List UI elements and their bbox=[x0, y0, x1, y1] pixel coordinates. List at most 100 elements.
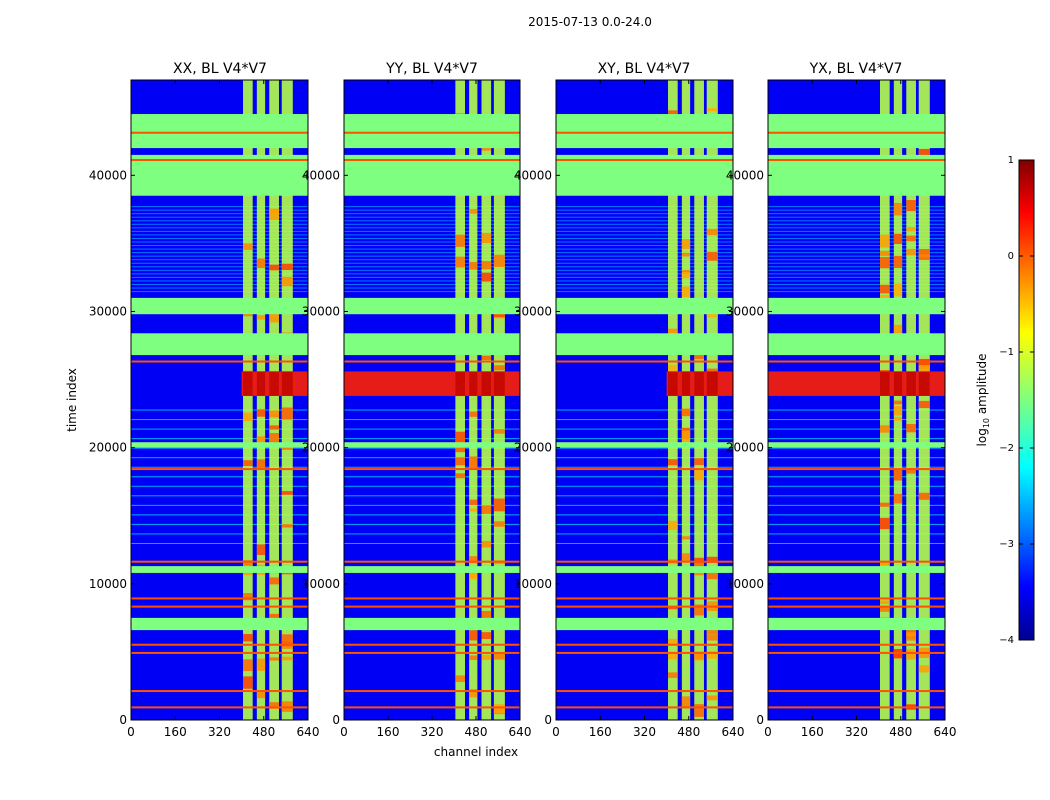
heatmap-row bbox=[556, 280, 733, 282]
rfi-blotch bbox=[906, 467, 916, 474]
heatmap-row bbox=[556, 206, 733, 208]
panel-yy: YY, BL V4*V7 0 160 320 480 640 0 10000 20000 300… bbox=[302, 61, 532, 739]
rfi-column bbox=[469, 80, 478, 720]
rfi-blotch bbox=[893, 417, 903, 421]
heatmap-row bbox=[556, 514, 733, 516]
heatmap-row bbox=[344, 523, 520, 525]
axis-ticks: 0 160 320 480 640 0 10000 20000 30000 40000 bbox=[302, 80, 531, 739]
flagged-band bbox=[768, 333, 945, 356]
rfi-blotch bbox=[481, 540, 492, 548]
rfi-column bbox=[681, 80, 691, 720]
rfi-blotch bbox=[493, 365, 505, 371]
heatmap-row bbox=[344, 504, 520, 506]
flagged-band bbox=[131, 333, 308, 356]
heatmap-row bbox=[556, 234, 733, 236]
heatmap-row bbox=[768, 241, 945, 243]
heatmap-row bbox=[131, 241, 308, 243]
heatmap-row bbox=[344, 213, 520, 215]
heatmap-row bbox=[131, 495, 308, 497]
heatmap-row bbox=[768, 514, 945, 516]
heatmap-row bbox=[556, 523, 733, 525]
x-tick-label: 480 bbox=[465, 725, 488, 739]
heatmap-row bbox=[344, 216, 520, 218]
flagged-band bbox=[768, 154, 945, 196]
flagged-band bbox=[131, 617, 308, 631]
heatmap-row bbox=[768, 542, 945, 544]
heatmap-row bbox=[131, 428, 308, 430]
rfi-blotch bbox=[493, 704, 505, 714]
rfi-blotch bbox=[706, 556, 718, 563]
flag-line bbox=[556, 158, 733, 161]
rfi-blotch bbox=[469, 499, 478, 505]
rfi-blotch bbox=[706, 108, 718, 112]
heatmap-row bbox=[131, 259, 308, 261]
heatmap-row bbox=[556, 273, 733, 275]
rfi-blotch bbox=[906, 248, 916, 256]
heatmap-row bbox=[344, 227, 520, 229]
rfi-blotch bbox=[469, 630, 478, 641]
heatmap-area bbox=[556, 80, 733, 720]
heatmap-row bbox=[131, 255, 308, 257]
x-tick-label: 320 bbox=[633, 725, 656, 739]
rfi-blotch bbox=[481, 632, 492, 640]
heatmap-row bbox=[131, 291, 308, 293]
heatmap-row bbox=[556, 409, 733, 411]
heatmap-row bbox=[556, 276, 733, 278]
heatmap-row bbox=[556, 542, 733, 544]
flag-line bbox=[768, 651, 945, 654]
rfi-blotch bbox=[706, 251, 718, 261]
rfi-blotch bbox=[918, 665, 930, 673]
rfi-blotch bbox=[493, 498, 505, 512]
heatmap-row bbox=[344, 206, 520, 208]
x-tick-label: 480 bbox=[677, 725, 700, 739]
colorbar: −4 −3 −2 −1 0 1 log10 amplitude bbox=[975, 155, 1035, 646]
rfi-blotch bbox=[694, 557, 704, 564]
rfi-blotch bbox=[243, 593, 253, 601]
rfi-column bbox=[694, 80, 704, 720]
heatmap-row bbox=[344, 514, 520, 516]
heatmap-row bbox=[556, 457, 733, 459]
rfi-column bbox=[243, 80, 253, 720]
rfi-blotch bbox=[681, 239, 691, 249]
flagged-band bbox=[556, 297, 733, 315]
x-tick-label: 640 bbox=[934, 725, 957, 739]
flagged-band bbox=[131, 566, 308, 573]
heatmap-row bbox=[556, 245, 733, 247]
x-tick-label: 0 bbox=[340, 725, 348, 739]
y-tick-label: 30000 bbox=[89, 304, 127, 318]
flagged-band bbox=[344, 566, 520, 573]
colorbar-label: log10 amplitude bbox=[975, 354, 991, 447]
heatmap-row bbox=[344, 466, 520, 468]
flag-line bbox=[344, 690, 520, 693]
flagged-band bbox=[131, 154, 308, 196]
heatmap-row bbox=[344, 291, 520, 293]
heatmap-row bbox=[768, 266, 945, 268]
rfi-blotch bbox=[668, 652, 678, 660]
flag-line bbox=[131, 605, 308, 608]
rfi-blotch bbox=[681, 272, 691, 279]
intense-cell bbox=[281, 371, 293, 396]
heatmap-row bbox=[768, 419, 945, 421]
flagged-band bbox=[556, 114, 733, 149]
rfi-blotch bbox=[269, 310, 279, 323]
heatmap-row bbox=[768, 252, 945, 254]
x-tick-label: 480 bbox=[252, 725, 275, 739]
heatmap-row bbox=[556, 283, 733, 285]
rfi-blotch bbox=[243, 560, 253, 568]
rfi-blotch bbox=[243, 676, 253, 689]
x-tick-label: 0 bbox=[764, 725, 772, 739]
colorbar-tick-label: −4 bbox=[999, 635, 1014, 646]
intense-cell bbox=[706, 371, 718, 396]
heatmap-row bbox=[556, 237, 733, 239]
rfi-blotch bbox=[893, 202, 903, 216]
rfi-blotch bbox=[906, 200, 916, 212]
rfi-blotch bbox=[455, 675, 465, 683]
heatmap-area bbox=[344, 80, 520, 720]
y-tick-label: 40000 bbox=[726, 168, 764, 182]
flag-line bbox=[556, 706, 733, 709]
flag-line bbox=[344, 597, 520, 600]
flag-line bbox=[556, 131, 733, 134]
heatmap-row bbox=[344, 542, 520, 544]
heatmap-row bbox=[131, 514, 308, 516]
rfi-blotch bbox=[906, 632, 916, 637]
